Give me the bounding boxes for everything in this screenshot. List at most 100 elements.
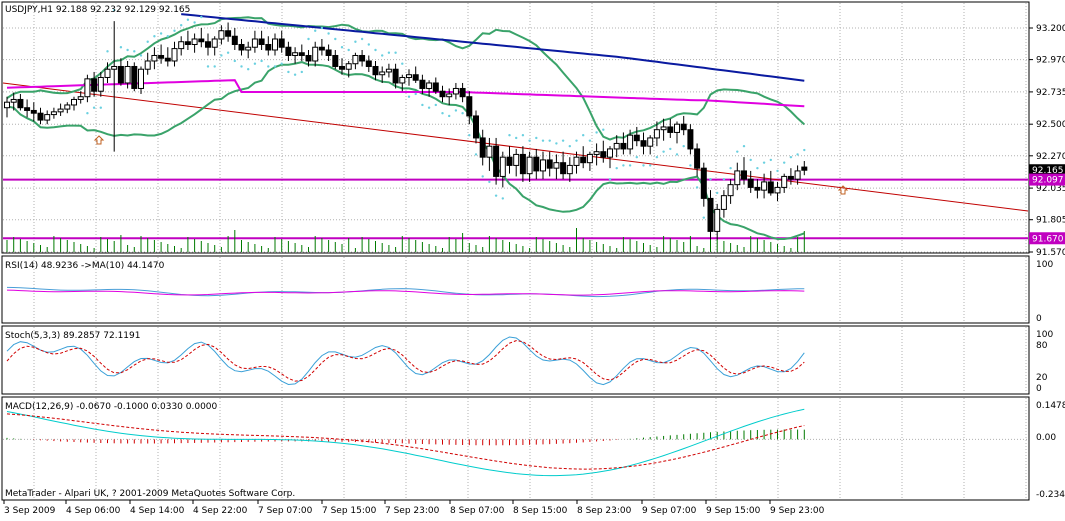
sar-dot [448,114,451,118]
candle-body [91,78,98,92]
candle-body [620,142,627,150]
candle-body [325,49,332,56]
candle-body [633,134,640,142]
candle-body [593,151,600,155]
candle-body [540,159,546,172]
candle-body [720,195,727,210]
macd-panel[interactable] [1,396,1030,501]
x-tick-label: 3 Sep 2009 [4,506,56,516]
candle-body [526,156,533,175]
sar-dot [669,147,672,151]
sar-dot [374,48,377,52]
sar-dot [200,15,203,19]
candle-body [138,68,144,89]
sar-dot [113,8,116,12]
sar-dot [180,24,183,27]
candle-body [493,145,500,177]
sar-dot [662,150,665,153]
rsi-panel[interactable] [1,255,1030,324]
macd-line [6,408,805,477]
sar-dot [287,70,290,74]
sar-dot [628,164,632,167]
sar-dot [86,112,89,115]
sar-dot [119,46,123,49]
sar-dot [401,62,404,65]
sar-dot [414,92,417,96]
sar-dot [381,54,384,57]
stoch-panel[interactable] [1,325,1030,395]
sar-dot [515,136,518,140]
candle-body [198,38,205,43]
candle-body [171,48,178,62]
sar-dot [769,158,772,162]
sar-dot [186,18,190,21]
sar-dot [789,155,793,159]
candle-body [312,46,319,62]
sar-dot [206,65,210,68]
x-tick-label: 8 Sep 15:00 [513,506,568,516]
stoch-k-line [6,336,805,386]
candle-body [379,71,386,76]
candle-body [761,181,768,191]
sar-dot [267,65,270,68]
candle-body [298,52,305,56]
price-panel[interactable] [1,1,1030,254]
x-tick-label: 9 Sep 15:00 [706,506,761,516]
candle-body [77,96,84,100]
candle-body [97,76,104,92]
candle-body [205,41,211,48]
candle-body [305,54,312,62]
sar-dot [441,112,444,115]
sar-dot [709,177,712,181]
y-tick-label: 91.805 [1036,216,1065,226]
candle-body [251,38,258,48]
candle-body [265,43,272,51]
candle-body [191,38,198,45]
sar-dot [468,133,471,137]
candle-body [586,153,593,164]
sar-dot [354,40,357,43]
sar-dot [146,40,149,43]
candle-body [345,63,352,70]
candle-body [734,170,741,186]
sar-dot [796,153,799,156]
sar-dot [327,32,330,35]
sar-dot [568,144,571,148]
copyright-text: MetaTrader - Alpari UK, ? 2001-2009 Meta… [5,489,295,499]
candle-body [278,38,285,48]
candle-body [245,46,252,51]
candle-body [352,54,359,65]
sar-dot [314,29,317,32]
sar-dot [461,112,464,115]
price-label-text: 91.670 [1032,234,1064,244]
sar-dot [360,37,364,41]
candle-body [439,90,446,98]
x-tick-label: 7 Sep 15:00 [322,506,377,516]
candle-body [372,65,379,76]
sar-dot [367,43,370,46]
sar-dot [92,106,96,109]
x-tick-label: 4 Sep 14:00 [130,506,185,516]
sar-dot [213,65,216,68]
candle-body [660,126,667,131]
sar-dot [293,73,297,76]
candle-body [285,46,292,56]
y-tick-label: 92.970 [1036,56,1065,66]
sar-dot [253,62,257,65]
candle-body [111,65,118,70]
sar-dot [240,65,243,68]
x-tick-label: 8 Sep 23:00 [577,506,632,516]
y-tick-label: 93.200 [1036,24,1065,34]
x-tick-label: 4 Sep 06:00 [66,506,121,516]
axis-labels: 93.200 92.970 92.735 92.500 92.270 92.035 91.8… [3,24,1065,516]
candle-body [211,38,218,48]
rsi-tick-label: 0 [1036,314,1042,324]
x-tick-label: 7 Sep 23:00 [385,506,440,516]
sar-dot [742,144,746,148]
candle-body [459,87,466,98]
candle-body [613,142,620,150]
sar-dot [655,155,659,159]
candle-body [479,137,486,158]
candle-body [104,68,111,78]
y-tick-label: 92.035 [1036,184,1065,194]
